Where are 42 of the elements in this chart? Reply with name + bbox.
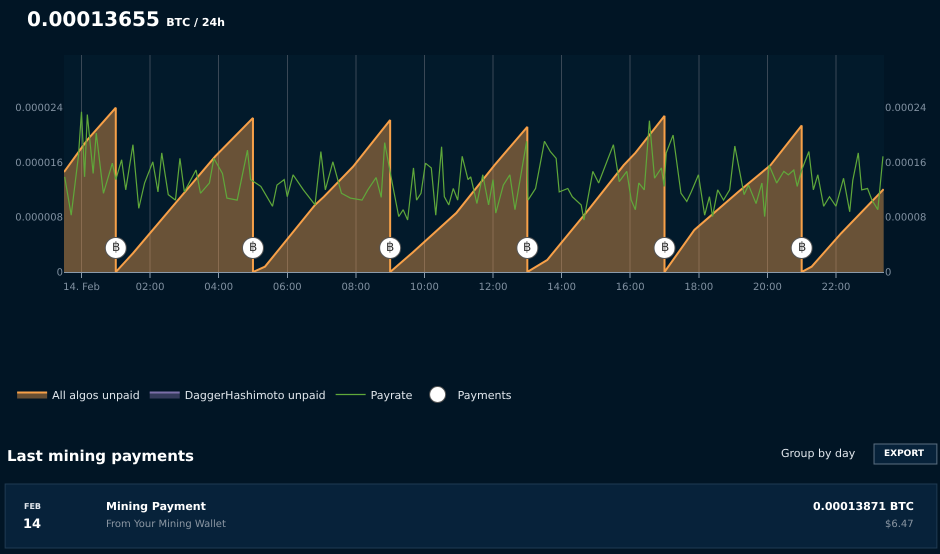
y-tick-label: 0.000024 [15, 103, 63, 114]
chart-title: 0.00013655 [27, 7, 160, 31]
data-label: ฿ [112, 240, 120, 255]
text: 0.00013871 BTC [813, 500, 914, 513]
x-tick-label: 14:00 [547, 282, 576, 293]
x-tick-label: 06:00 [272, 282, 302, 293]
text: EXPORT [884, 449, 925, 459]
x-tick-label: 14. Feb [63, 282, 100, 293]
y-tick-label: 0.000008 [15, 212, 63, 224]
line-series [64, 111, 884, 221]
x-tick-label: 10:00 [410, 282, 439, 293]
x-tick-label: 08:00 [341, 282, 370, 293]
legend-label: Payments [458, 388, 512, 402]
data-label: ฿ [798, 240, 806, 255]
y-tick-label: 0 [56, 268, 63, 278]
text: 14 [23, 517, 42, 532]
chart-subtitle: BTC / 24h [166, 16, 225, 29]
x-tick-label: 20:00 [752, 282, 782, 293]
x-tick-label: 12:00 [478, 282, 508, 293]
data-label: ฿ [661, 240, 670, 255]
y2-tick-label: 0.00016 [885, 158, 926, 169]
data-label: ฿ [386, 240, 394, 255]
text: Mining Payment [106, 500, 206, 513]
text: $6.47 [885, 519, 914, 530]
text: Group by day [781, 447, 856, 460]
x-tick-label: 02:00 [136, 282, 164, 293]
data-label: ฿ [523, 240, 532, 255]
legend-label: DaggerHashimoto unpaid [184, 388, 326, 402]
text: Last mining payments [7, 447, 194, 465]
data-label: ฿ [249, 240, 258, 255]
x-tick-label: 18:00 [684, 282, 714, 293]
text: From Your Mining Wallet [106, 519, 226, 530]
y-tick-label: 0.000016 [15, 158, 63, 169]
x-tick-label: 04:00 [204, 282, 234, 293]
legend-label: Payrate [370, 388, 413, 402]
y2-tick-label: 0 [885, 268, 892, 278]
x-tick-label: 22:00 [822, 282, 850, 293]
y2-tick-label: 0.00008 [885, 212, 926, 224]
text: FEB [24, 502, 42, 511]
legend-label: All algos unpaid [52, 388, 140, 402]
y2-tick-label: 0.00024 [885, 103, 926, 114]
x-tick-label: 16:00 [616, 282, 645, 293]
